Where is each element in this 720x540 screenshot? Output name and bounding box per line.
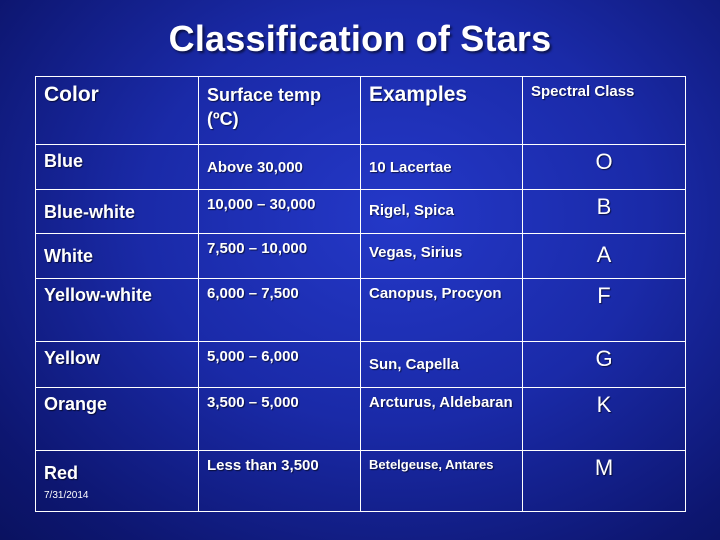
temp-cell: 3,500 – 5,000	[198, 387, 361, 451]
header-surface-temp: Surface temp (ºC)	[198, 76, 361, 145]
temp-cell: 6,000 – 7,500	[198, 278, 361, 342]
color-cell: Yellow	[35, 341, 199, 388]
spectral-class-cell: K	[522, 387, 686, 451]
examples-cell: 10 Lacertae	[360, 144, 523, 190]
table-row: Orange 3,500 – 5,000 Arcturus, Aldebaran…	[35, 387, 686, 451]
color-cell: Yellow-white	[35, 278, 199, 342]
spectral-class-cell: A	[522, 233, 686, 279]
spectral-class-cell: M	[522, 450, 686, 512]
examples-cell: Sun, Capella	[360, 341, 523, 388]
examples-cell: Canopus, Procyon	[360, 278, 523, 342]
temp-cell: 10,000 – 30,000	[198, 189, 361, 234]
examples-cell: Vegas, Sirius	[360, 233, 523, 279]
table-row: Blue-white 10,000 – 30,000 Rigel, Spica …	[35, 189, 686, 234]
temp-cell: 5,000 – 6,000	[198, 341, 361, 388]
table-row: Red 7/31/2014 Less than 3,500 Betelgeuse…	[35, 450, 686, 512]
spectral-class-cell: B	[522, 189, 686, 234]
color-label: Red	[44, 463, 79, 483]
table-row: Yellow-white 6,000 – 7,500 Canopus, Proc…	[35, 278, 686, 342]
temp-cell: Less than 3,500	[198, 450, 361, 512]
footer-date: 7/31/2014	[44, 490, 89, 501]
color-cell: Blue	[35, 144, 199, 190]
spectral-class-cell: G	[522, 341, 686, 388]
header-examples: Examples	[360, 76, 523, 145]
slide-title: Classification of Stars	[168, 18, 552, 59]
table-row: Blue Above 30,000 10 Lacertae O	[35, 144, 686, 190]
table-row: Yellow 5,000 – 6,000 Sun, Capella G	[35, 341, 686, 388]
temp-cell: Above 30,000	[198, 144, 361, 190]
color-cell: Orange	[35, 387, 199, 451]
table-header-row: Color Surface temp (ºC) Examples Spectra…	[35, 76, 686, 145]
temp-cell: 7,500 – 10,000	[198, 233, 361, 279]
spectral-class-cell: O	[522, 144, 686, 190]
table-row: White 7,500 – 10,000 Vegas, Sirius A	[35, 233, 686, 279]
star-classification-table: Color Surface temp (ºC) Examples Spectra…	[35, 76, 686, 512]
spectral-class-cell: F	[522, 278, 686, 342]
color-cell: Blue-white	[35, 189, 199, 234]
color-cell: Red 7/31/2014	[35, 450, 199, 512]
examples-cell: Betelgeuse, Antares	[360, 450, 523, 512]
examples-cell: Rigel, Spica	[360, 189, 523, 234]
header-color: Color	[35, 76, 199, 145]
color-cell: White	[35, 233, 199, 279]
header-spectral-class: Spectral Class	[522, 76, 686, 145]
examples-cell: Arcturus, Aldebaran	[360, 387, 523, 451]
